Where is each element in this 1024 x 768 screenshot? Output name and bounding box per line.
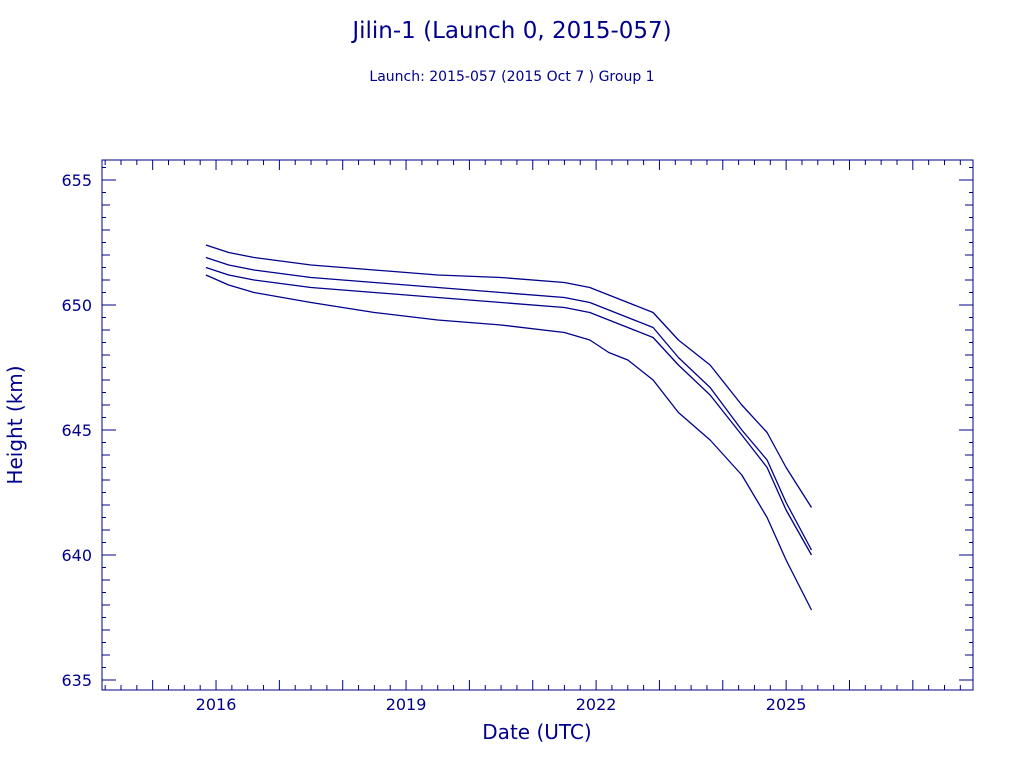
x-tick-label: 2022 xyxy=(576,695,617,714)
y-tick-label: 635 xyxy=(61,671,92,690)
series-group xyxy=(205,244,813,611)
axis-ticks xyxy=(102,160,973,690)
x-tick-label: 2019 xyxy=(386,695,427,714)
chart-subtitle: Launch: 2015-057 (2015 Oct 7 ) Group 1 xyxy=(369,69,654,85)
series-line-2 xyxy=(205,256,813,551)
y-axis-label: Height (km) xyxy=(3,365,27,484)
series-line-1 xyxy=(205,244,813,508)
y-tick-label: 640 xyxy=(61,546,92,565)
chart-title: Jilin-1 (Launch 0, 2015-057) xyxy=(350,18,671,44)
series-line-4 xyxy=(205,274,813,611)
x-tick-label: 2016 xyxy=(196,695,237,714)
x-axis-label: Date (UTC) xyxy=(482,720,591,744)
plot-frame xyxy=(101,159,974,691)
x-tick-label: 2025 xyxy=(766,695,807,714)
tick-labels: 2016 2019 2022 2025 635 640 645 650 655 xyxy=(61,171,806,714)
y-tick-label: 655 xyxy=(61,171,92,190)
series-line-3 xyxy=(205,266,813,556)
y-tick-label: 645 xyxy=(61,421,92,440)
y-tick-label: 650 xyxy=(61,296,92,315)
